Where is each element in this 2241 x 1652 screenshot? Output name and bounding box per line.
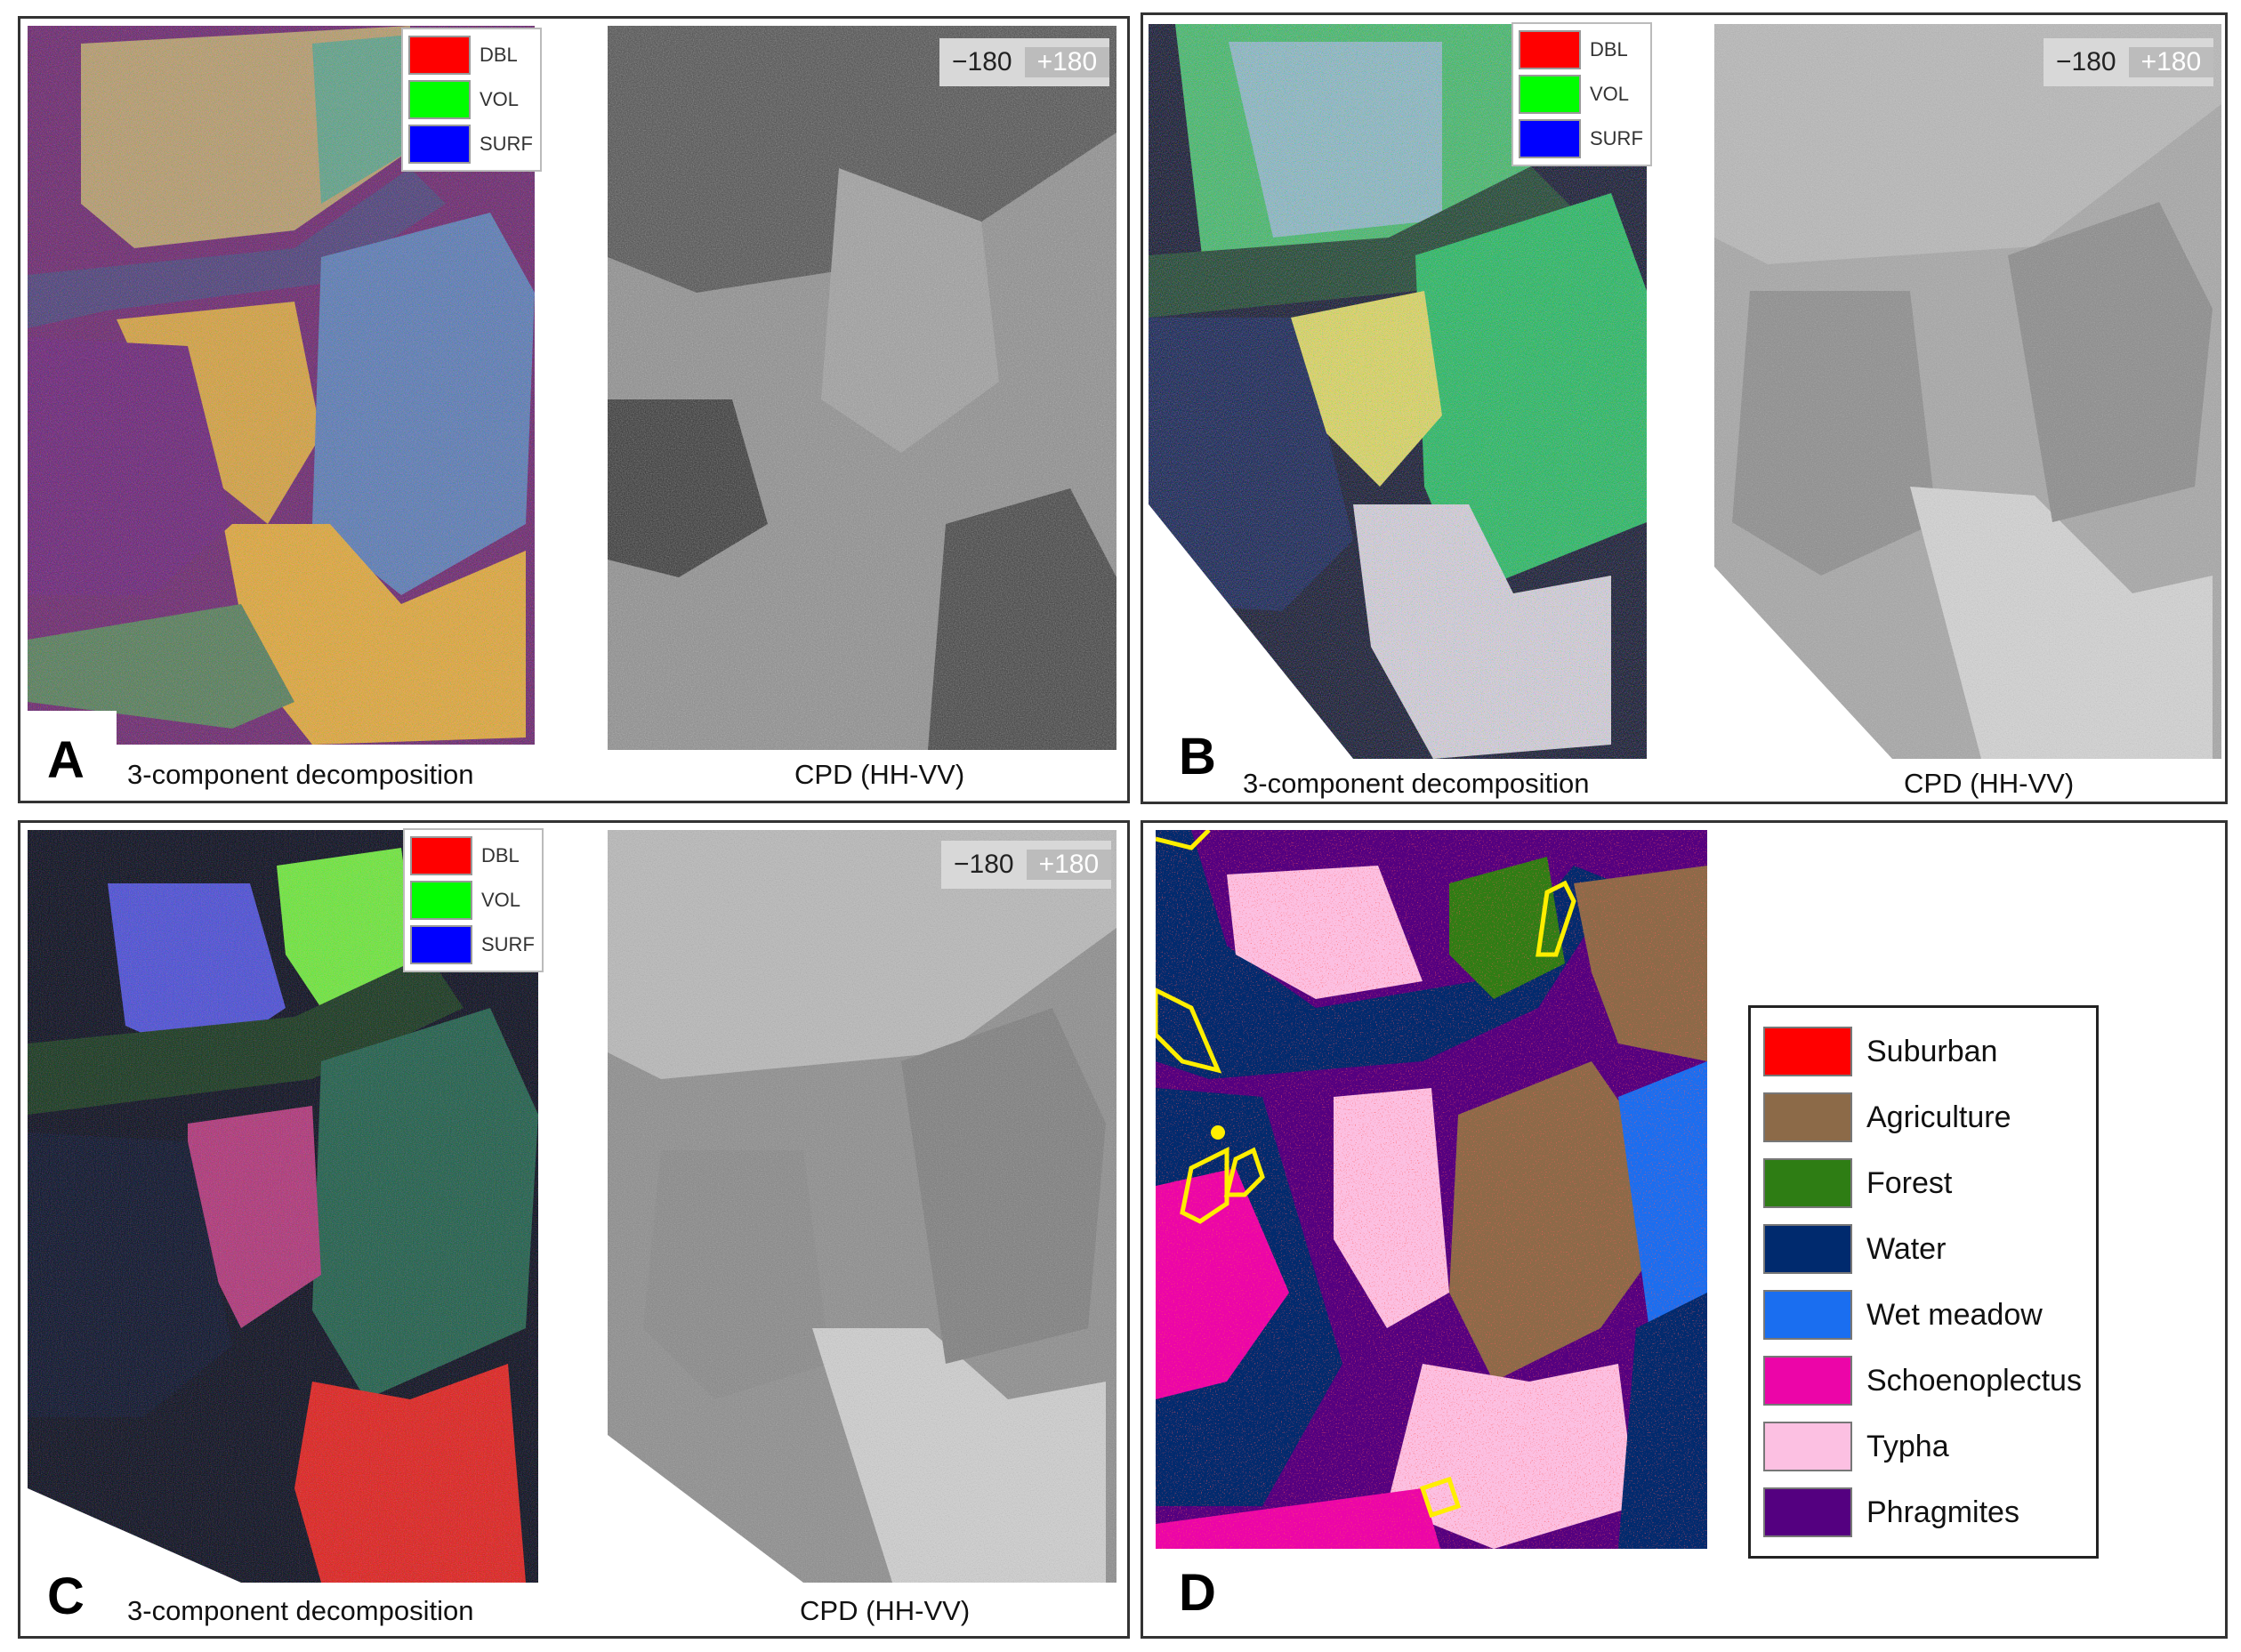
panel-label-d: D	[1179, 1564, 1216, 1622]
legend-item-vol: VOL	[410, 878, 536, 923]
legend-item-dbl: DBL	[1519, 28, 1645, 72]
panel-label-c: C	[47, 1567, 85, 1625]
panel-c: DBL VOL SURF −180 +180 C 3-component dec…	[18, 820, 1130, 1639]
phase-scale-c: −180 +180	[941, 841, 1112, 889]
legend-item-surf: SURF	[1519, 117, 1645, 161]
rgb-legend-c: DBL VOL SURF	[403, 828, 544, 972]
vol-swatch	[410, 881, 472, 920]
legend-item-surf: SURF	[408, 122, 535, 166]
panel-d: Suburban Agriculture Forest Water Wet me…	[1141, 820, 2228, 1639]
wet-meadow-swatch	[1763, 1290, 1852, 1340]
caption-cpd-a: CPD (HH-VV)	[794, 759, 965, 790]
panel-label-a: A	[47, 731, 85, 789]
surf-swatch	[1519, 119, 1581, 158]
legend-item-schoenoplectus: Schoenoplectus	[1763, 1348, 2084, 1414]
caption-decomposition-b: 3-component decomposition	[1243, 768, 1590, 799]
phragmites-swatch	[1763, 1487, 1852, 1537]
legend-item-suburban: Suburban	[1763, 1019, 2084, 1084]
legend-item-surf: SURF	[410, 923, 536, 967]
forest-swatch	[1763, 1158, 1852, 1208]
cpd-image-c	[608, 830, 1116, 1583]
caption-cpd-c: CPD (HH-VV)	[800, 1595, 971, 1626]
class-legend: Suburban Agriculture Forest Water Wet me…	[1748, 1005, 2099, 1559]
legend-item-water: Water	[1763, 1216, 2084, 1282]
suburban-swatch	[1763, 1027, 1852, 1076]
phase-scale-b: −180 +180	[2044, 38, 2214, 86]
decomposition-image-b	[1149, 24, 1647, 759]
classification-map	[1156, 830, 1707, 1549]
legend-item-dbl: DBL	[408, 33, 535, 77]
schoenoplectus-swatch	[1763, 1356, 1852, 1406]
surf-swatch	[408, 125, 471, 164]
phase-scale-max: +180	[1026, 850, 1112, 880]
caption-decomposition-a: 3-component decomposition	[127, 759, 474, 790]
phase-scale-max: +180	[1024, 47, 1110, 77]
legend-item-vol: VOL	[1519, 72, 1645, 117]
phase-scale-min: −180	[952, 47, 1012, 77]
panel-b: DBL VOL SURF −180 +180 B 3-component dec…	[1141, 12, 2228, 804]
panel-a: DBL VOL SURF −180 +180 A 3-component dec…	[18, 16, 1130, 803]
phase-scale-min: −180	[954, 850, 1014, 879]
dbl-swatch	[410, 836, 472, 875]
rgb-legend: DBL VOL SURF	[401, 28, 542, 172]
legend-item-wet-meadow: Wet meadow	[1763, 1282, 2084, 1348]
cpd-image-b	[1714, 24, 2221, 759]
panel-label-b: B	[1179, 728, 1216, 786]
phase-scale-min: −180	[2056, 47, 2116, 77]
dbl-swatch	[1519, 30, 1581, 69]
phase-scale-max: +180	[2128, 47, 2214, 77]
vol-swatch	[1519, 75, 1581, 114]
phase-scale: −180 +180	[939, 38, 1110, 86]
surf-swatch	[410, 925, 472, 964]
legend-item-dbl: DBL	[410, 834, 536, 878]
rgb-legend-b: DBL VOL SURF	[1511, 22, 1652, 166]
dbl-swatch	[408, 36, 471, 75]
legend-item-vol: VOL	[408, 77, 535, 122]
typha-swatch	[1763, 1422, 1852, 1471]
caption-cpd-b: CPD (HH-VV)	[1904, 768, 2075, 799]
legend-item-agriculture: Agriculture	[1763, 1084, 2084, 1150]
agriculture-swatch	[1763, 1092, 1852, 1142]
legend-item-forest: Forest	[1763, 1150, 2084, 1216]
caption-decomposition-c: 3-component decomposition	[127, 1595, 474, 1626]
water-swatch	[1763, 1224, 1852, 1274]
vol-swatch	[408, 80, 471, 119]
legend-item-phragmites: Phragmites	[1763, 1479, 2084, 1545]
legend-item-typha: Typha	[1763, 1414, 2084, 1479]
cpd-image-a	[608, 26, 1116, 750]
